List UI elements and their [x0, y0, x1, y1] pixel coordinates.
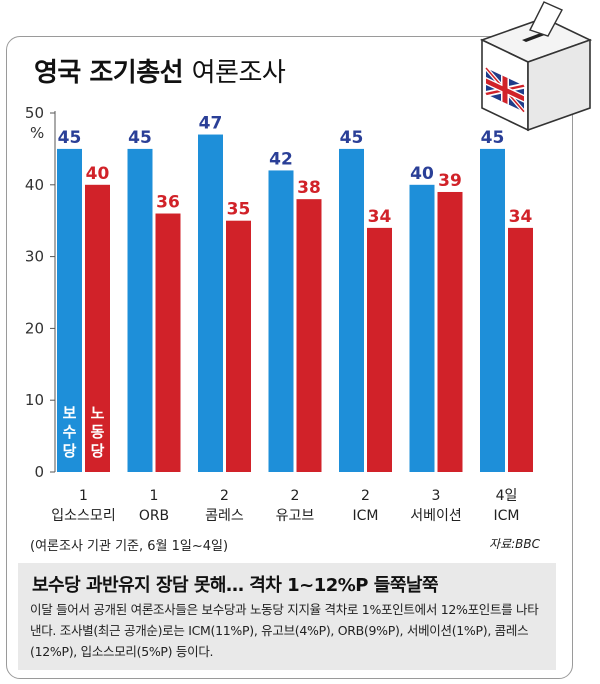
bar [437, 191, 463, 473]
legend-label: 노 [91, 404, 105, 422]
bar-value-label: 39 [438, 171, 462, 191]
category-label: 입소스모리 [51, 508, 115, 524]
bar-value-label: 34 [509, 207, 533, 227]
bar [268, 170, 294, 472]
bar [127, 148, 153, 472]
category-label: ICM [494, 508, 520, 524]
chart-title-bold: 영국 조기총선 [34, 58, 184, 88]
bar [85, 184, 110, 473]
y-tick-label: 10 [25, 391, 44, 409]
legend-label: 수 [63, 423, 77, 441]
category-label: 4일 [496, 488, 518, 504]
bar-value-label: 42 [269, 149, 293, 169]
legend-label: 동 [91, 423, 105, 441]
chart-title: 영국 조기총선 여론조사 [34, 52, 286, 89]
category-label: 유고브 [276, 508, 315, 524]
chart-caption: (여론조사 기관 기준, 6월 1일~4일) [30, 539, 229, 554]
bar-value-label: 45 [340, 128, 364, 148]
y-tick-label: 40 [25, 176, 44, 194]
bar-value-label: 45 [481, 128, 505, 148]
bar-value-label: 36 [156, 193, 180, 213]
summary-box: 보수당 과반유지 장담 못해… 격차 1~12%P 들쭉날쭉 이달 들어서 공개… [18, 563, 556, 670]
bar-value-label: 38 [297, 178, 321, 198]
bar [198, 134, 223, 473]
data-source: 자료:BBC [489, 537, 540, 551]
legend-label: 보 [63, 404, 77, 422]
bar-value-label: 40 [410, 164, 434, 184]
bar [367, 227, 392, 472]
category-label: 1 [150, 488, 159, 504]
bar-value-label: 40 [86, 164, 110, 184]
bar [409, 184, 435, 473]
category-label: 2 [361, 488, 370, 504]
y-tick-label: 0 [34, 463, 44, 481]
legend-label: 당 [63, 442, 77, 460]
bar-value-label: 45 [58, 128, 82, 148]
category-label: 콤레스 [205, 508, 244, 524]
category-label: ICM [353, 508, 379, 524]
bar-value-label: 47 [199, 114, 223, 134]
bar-value-label: 34 [368, 207, 392, 227]
bar-value-label: 45 [128, 128, 152, 148]
ballot-box-icon [479, 1, 593, 132]
summary-headline: 보수당 과반유지 장담 못해… 격차 1~12%P 들쭉날쭉 [32, 575, 439, 596]
category-label: 1 [79, 488, 88, 504]
category-label: 2 [291, 488, 300, 504]
y-tick-label: 20 [25, 319, 44, 337]
bar [57, 148, 82, 472]
y-tick-label: 30 [25, 248, 44, 266]
category-label: 2 [220, 488, 229, 504]
bar [508, 227, 533, 472]
legend-label: 당 [91, 442, 105, 460]
chart-title-light: 여론조사 [191, 58, 286, 88]
bar-value-label: 35 [227, 200, 251, 220]
bar [226, 220, 251, 472]
bar [155, 213, 181, 472]
category-label: 서베이션 [410, 508, 462, 524]
category-label: ORB [139, 508, 169, 524]
bar [339, 148, 364, 472]
y-tick-label: 50 [25, 104, 44, 122]
y-axis-unit: % [30, 124, 45, 142]
bar [480, 148, 505, 472]
summary-description: 이달 들어서 공개된 여론조사들은 보수당과 노동당 지지율 격차로 1%포인트… [30, 602, 539, 659]
bar [296, 199, 322, 472]
category-label: 3 [432, 488, 441, 504]
